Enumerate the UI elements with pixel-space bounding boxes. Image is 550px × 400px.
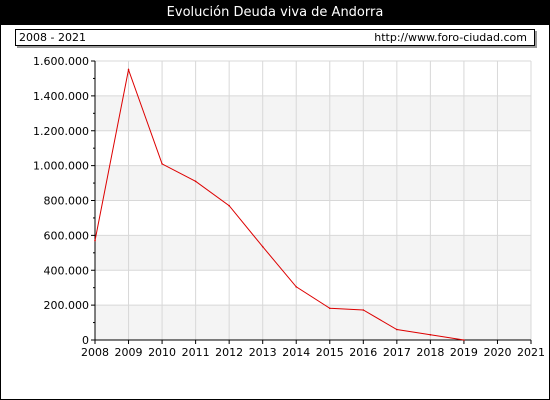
y-tick-labels: 0 200.000 400.000 600.000 800.000 1.000.000 1.… [33, 55, 89, 347]
y-tick-label: 1.000.000 [33, 160, 89, 173]
background-band [95, 165, 531, 201]
y-tick-label: 1.200.000 [33, 125, 89, 138]
chart-title: Evolución Deuda viva de Andorra [1, 1, 549, 25]
x-tick-label: 2008 [81, 346, 109, 359]
data-point [228, 204, 230, 207]
data-point [362, 309, 365, 311]
x-tick-label: 2018 [416, 346, 444, 359]
y-tick-label: 1.400.000 [33, 90, 89, 103]
x-tick-label: 2011 [182, 346, 210, 359]
x-tick-label: 2014 [282, 346, 310, 359]
data-point [328, 307, 331, 310]
x-tick-labels: 2008 2009 2010 2011 2012 2013 2014 2015 2016 2017… [81, 346, 545, 359]
data-point [463, 339, 465, 341]
debt-series-line [94, 67, 464, 341]
data-point [94, 239, 96, 242]
source-link[interactable]: http://www.foro-ciudad.com [370, 30, 531, 45]
background-bands [95, 95, 531, 340]
y-tick-label: 800.000 [44, 195, 90, 208]
x-tick-label: 2021 [517, 346, 545, 359]
x-tick-label: 2019 [450, 346, 478, 359]
data-point [429, 333, 432, 336]
x-tick-label: 2010 [148, 346, 176, 359]
x-tick-label: 2013 [249, 346, 277, 359]
info-bar: 2008 - 2021 http://www.foro-ciudad.com [15, 29, 535, 46]
x-tick-label: 2009 [115, 346, 143, 359]
data-point [261, 245, 264, 248]
background-band [95, 95, 531, 131]
data-point [127, 68, 130, 71]
data-point [194, 180, 197, 183]
series-layer [94, 67, 465, 341]
background-band [95, 235, 531, 271]
x-tick-label: 2016 [349, 346, 377, 359]
background-band [95, 305, 531, 340]
x-tick-label: 2012 [215, 346, 243, 359]
data-point [295, 286, 298, 288]
y-tick-label: 600.000 [44, 229, 90, 242]
year-range-label: 2008 - 2021 [19, 31, 86, 44]
y-tick-label: 1.600.000 [33, 55, 89, 68]
data-point [161, 163, 163, 165]
x-tick-label: 2020 [483, 346, 511, 359]
y-tick-label: 200.000 [44, 299, 90, 312]
y-tick-label: 400.000 [44, 264, 90, 277]
data-point [396, 328, 398, 331]
x-tick-label: 2017 [383, 346, 411, 359]
x-tick-label: 2015 [316, 346, 344, 359]
y-tick-label: 0 [82, 334, 89, 347]
axes [91, 60, 532, 344]
